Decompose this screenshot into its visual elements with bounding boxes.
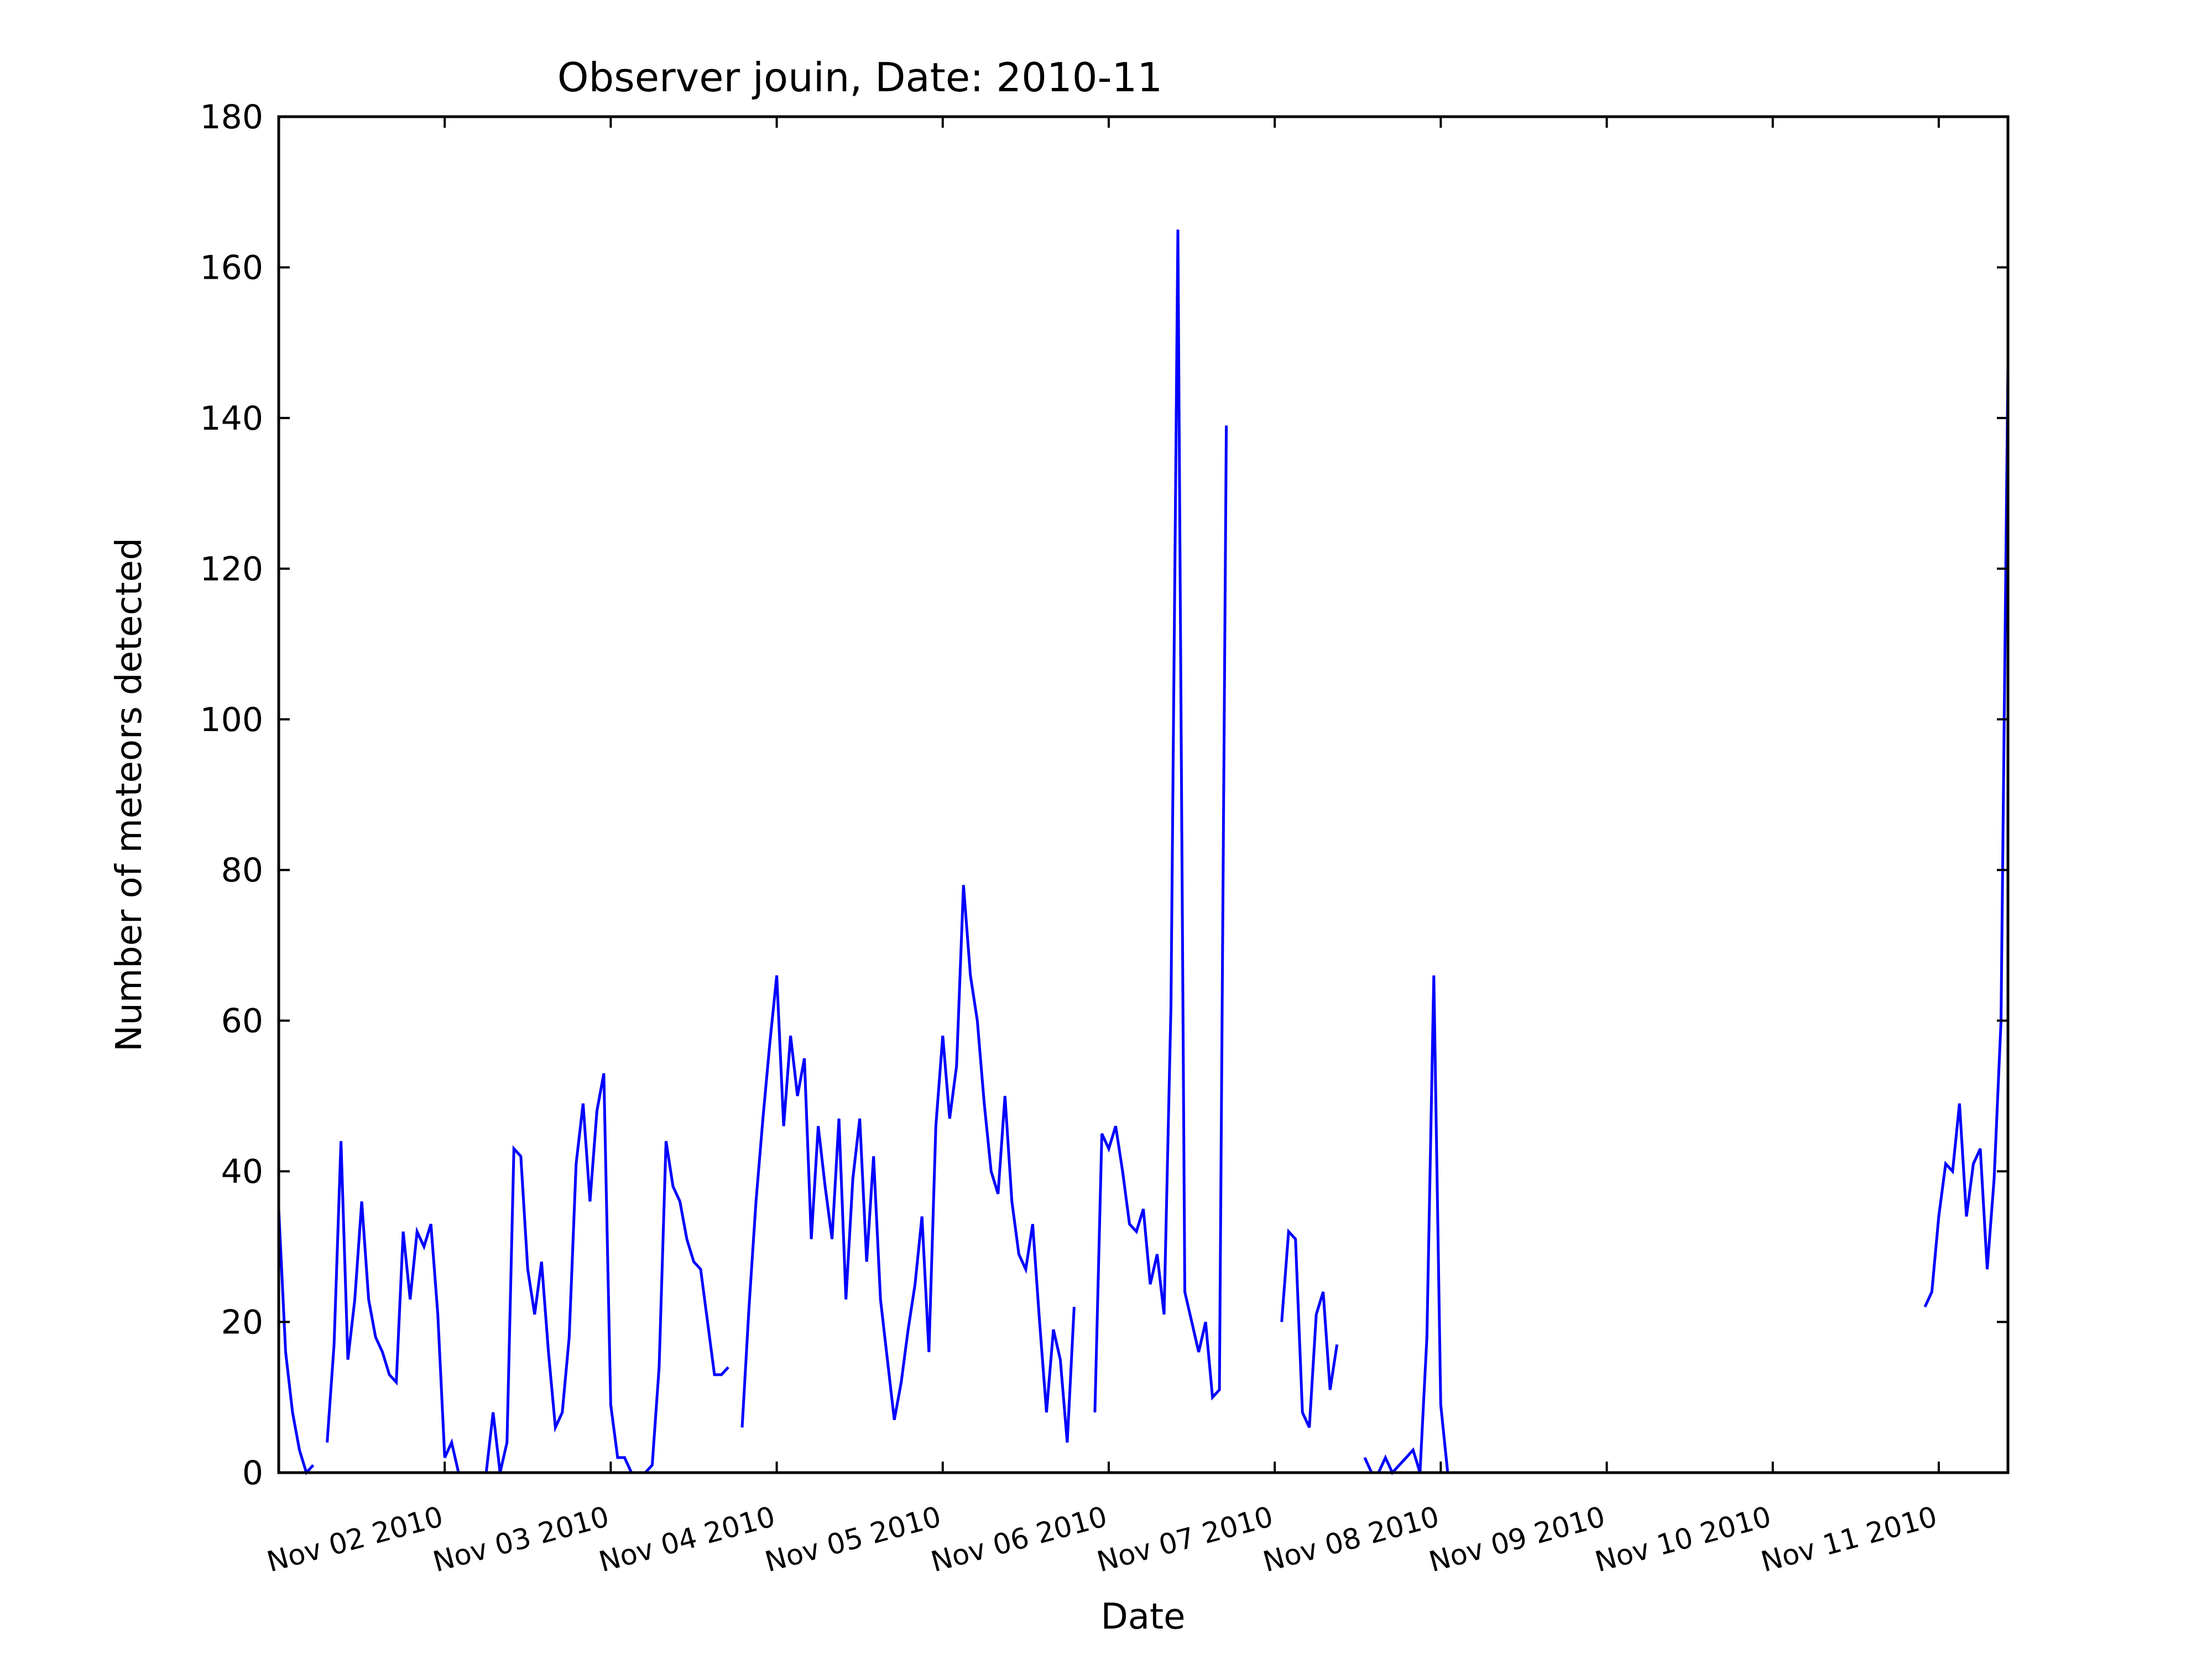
y-tick-label: 180 xyxy=(200,98,263,137)
tick-layer xyxy=(279,116,2008,1474)
y-tick-label: 120 xyxy=(200,550,263,588)
y-tick-label: 60 xyxy=(221,1002,263,1041)
y-tick-label: 140 xyxy=(200,399,263,438)
chart-title: Observer jouin, Date: 2010-11 xyxy=(557,54,1162,101)
y-tick-label: 40 xyxy=(221,1152,263,1191)
series-line-segment xyxy=(1923,365,2010,1308)
y-tick-label: 0 xyxy=(242,1454,263,1493)
y-tick-labels: 0 20 40 60 80 100 120 140 160 180 xyxy=(200,98,263,1493)
plot-frame xyxy=(277,115,2010,1474)
series-line-segment xyxy=(1280,1228,1339,1428)
plot-background xyxy=(279,117,2008,1473)
y-tick-label: 20 xyxy=(221,1303,263,1342)
y-tick-label: 80 xyxy=(221,851,263,890)
series-line-segment xyxy=(740,885,1076,1443)
y-axis-label: Number of meteors detected xyxy=(109,538,150,1052)
plot-area xyxy=(277,115,2010,1475)
x-axis-label: Date xyxy=(1101,1597,1186,1637)
series-line-segment xyxy=(326,1073,729,1474)
y-tick-label: 100 xyxy=(200,701,263,739)
y-tick-label: 160 xyxy=(200,248,263,287)
series-line-segment xyxy=(1093,229,1228,1413)
